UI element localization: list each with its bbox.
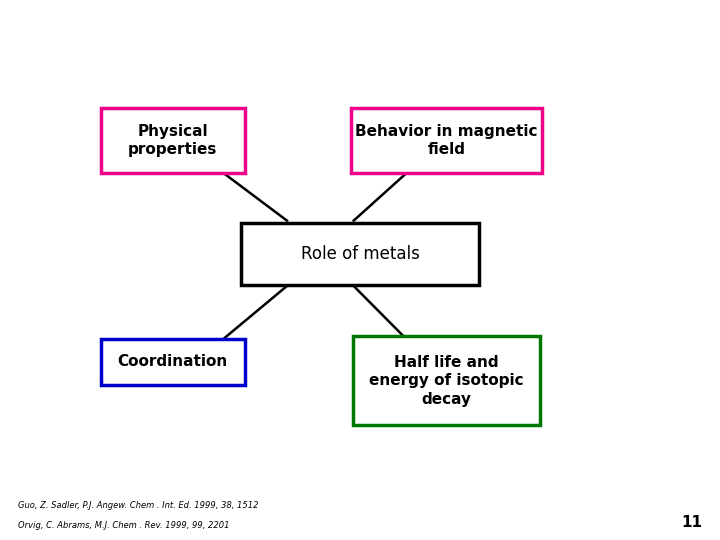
FancyBboxPatch shape <box>241 222 479 285</box>
Text: Guo, Z. Sadler, P.J. Angew. Chem . Int. Ed. 1999, 38, 1512: Guo, Z. Sadler, P.J. Angew. Chem . Int. … <box>18 501 258 510</box>
Text: Behavior in magnetic
field: Behavior in magnetic field <box>355 124 538 157</box>
Text: Physical
properties: Physical properties <box>128 124 217 157</box>
Text: Half life and
energy of isotopic
decay: Half life and energy of isotopic decay <box>369 355 523 407</box>
Text: Orvig, C. Abrams, M.J. Chem . Rev. 1999, 99, 2201: Orvig, C. Abrams, M.J. Chem . Rev. 1999,… <box>18 521 230 530</box>
Text: Role of metals: Role of metals <box>300 245 420 263</box>
FancyBboxPatch shape <box>353 336 540 426</box>
Text: 11: 11 <box>681 515 702 530</box>
FancyBboxPatch shape <box>101 339 245 384</box>
Text: Coordination: Coordination <box>117 354 228 369</box>
FancyBboxPatch shape <box>101 108 245 173</box>
FancyBboxPatch shape <box>351 108 541 173</box>
